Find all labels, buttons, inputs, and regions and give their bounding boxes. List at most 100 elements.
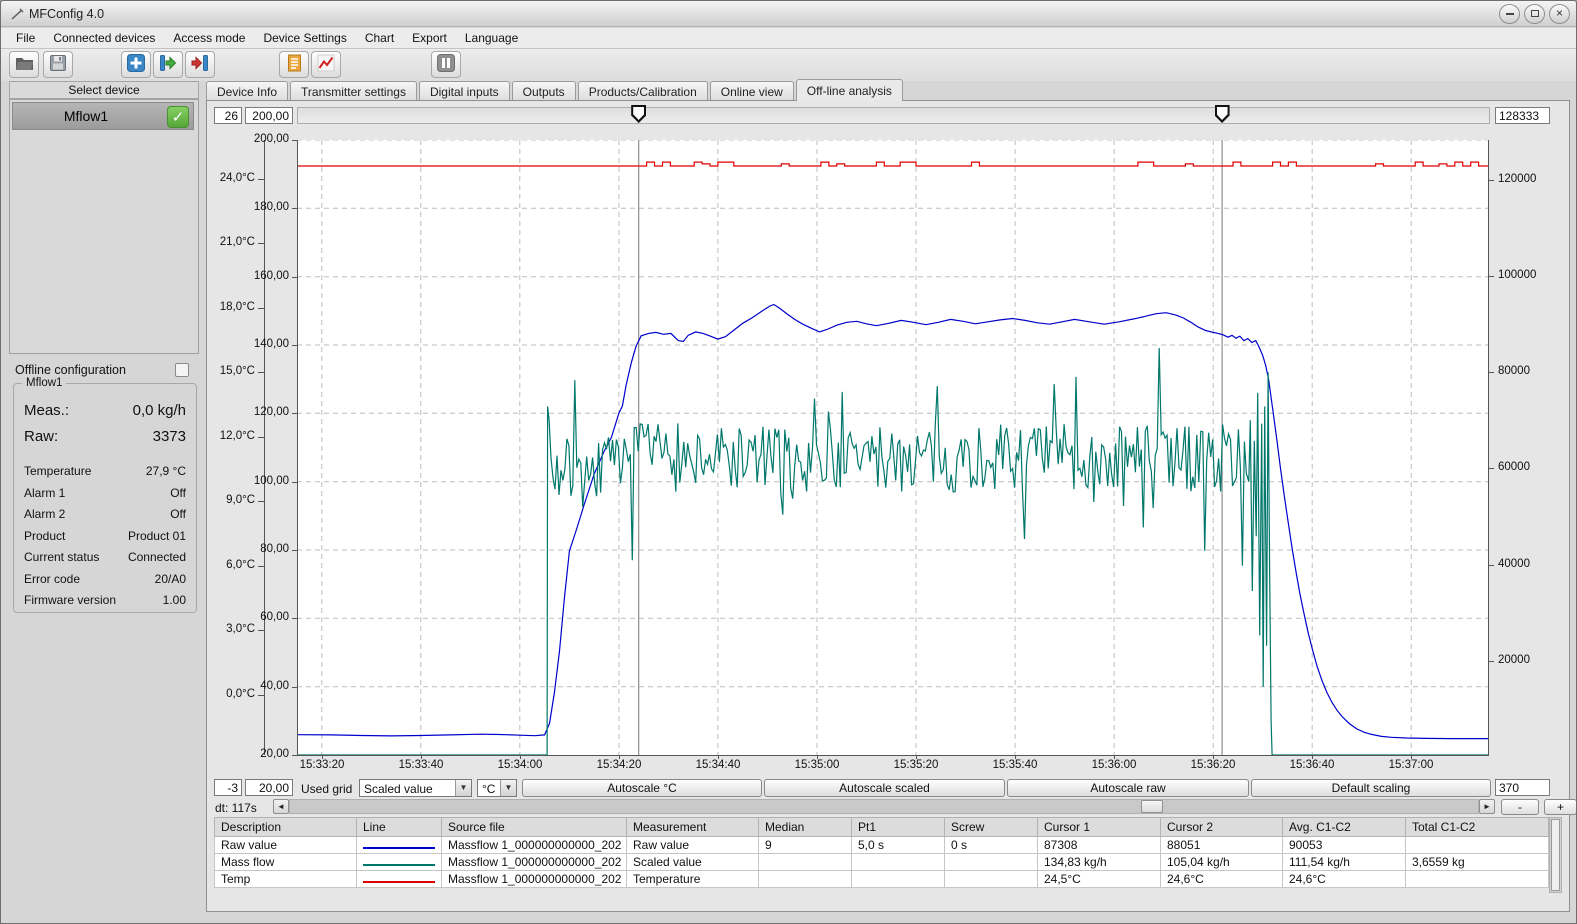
- unit-select[interactable]: °C ▼: [477, 779, 517, 797]
- axis-tick: [258, 179, 264, 180]
- device-name: Mflow1: [13, 108, 159, 124]
- raw-tick-label: 40000: [1498, 558, 1550, 570]
- import-device-icon: [191, 54, 209, 75]
- export-device-button[interactable]: [153, 51, 183, 78]
- chevron-down-icon[interactable]: ▼: [455, 780, 471, 796]
- autoscale-raw-button[interactable]: Autoscale raw: [1007, 779, 1249, 797]
- cursor-slider-track[interactable]: [297, 107, 1490, 124]
- temp-tick-label: 12,0°C: [211, 430, 255, 442]
- time-tick-label: 15:36:20: [1183, 759, 1243, 771]
- temp-tick-label: 3,0°C: [211, 623, 255, 635]
- line-chart-icon: [317, 54, 335, 75]
- tab-products-calibration[interactable]: Products/Calibration: [578, 81, 708, 101]
- default-scaling-button[interactable]: Default scaling: [1251, 779, 1491, 797]
- grid-offset-field[interactable]: -3: [214, 779, 242, 796]
- column-header-median[interactable]: Median: [759, 818, 852, 837]
- menu-file[interactable]: File: [7, 29, 44, 47]
- autoscale-scaled-button[interactable]: Autoscale scaled: [764, 779, 1005, 797]
- axis-tick: [292, 413, 297, 414]
- menu-export[interactable]: Export: [403, 29, 456, 47]
- cell-pt1: [852, 871, 945, 888]
- menu-connected-devices[interactable]: Connected devices: [44, 29, 164, 47]
- minimize-button[interactable]: [1499, 4, 1520, 24]
- dt-label: dt: 117s: [215, 801, 257, 815]
- scroll-right-arrow[interactable]: ►: [1479, 799, 1495, 814]
- meas-row: Meas.: 0,0 kg/h: [24, 402, 186, 420]
- raw-tick-label: 80000: [1498, 365, 1550, 377]
- temp-tick-label: 24,0°C: [211, 172, 255, 184]
- axis-tick: [258, 308, 264, 309]
- menu-access-mode[interactable]: Access mode: [164, 29, 254, 47]
- column-header-screw[interactable]: Screw: [945, 818, 1038, 837]
- axis-tick: [258, 437, 264, 438]
- table-row-mass-flow[interactable]: Mass flowMassflow 1_000000000000_202Scal…: [215, 854, 1549, 871]
- import-device-button[interactable]: [185, 51, 215, 78]
- device-connected-check-icon: ✓: [167, 106, 189, 128]
- column-header-cursor-2[interactable]: Cursor 2: [1161, 818, 1283, 837]
- cursor1-handle-face: [633, 107, 644, 120]
- maximize-button[interactable]: [1524, 4, 1545, 24]
- column-header-line[interactable]: Line: [357, 818, 442, 837]
- cell-description: Raw value: [215, 837, 357, 854]
- scaled-max-field[interactable]: 200,00: [245, 107, 293, 124]
- cell-screw: 0 s: [945, 837, 1038, 854]
- table-row-temp[interactable]: TempMassflow 1_000000000000_202Temperatu…: [215, 871, 1549, 888]
- axis-tick: [292, 345, 297, 346]
- column-header-cursor-1[interactable]: Cursor 1: [1038, 818, 1161, 837]
- column-header-source-file[interactable]: Source file: [442, 818, 627, 837]
- autoscale-c-button[interactable]: Autoscale °C: [522, 779, 762, 797]
- save-file-button[interactable]: [43, 51, 73, 78]
- tab-digital-inputs[interactable]: Digital inputs: [419, 81, 510, 101]
- chart-plot[interactable]: [297, 140, 1488, 755]
- grid-count-field[interactable]: 26: [214, 107, 242, 124]
- axis-tick: [258, 630, 264, 631]
- line-chart-button[interactable]: [311, 51, 341, 78]
- open-file-button[interactable]: [9, 51, 39, 78]
- info-label: Alarm 2: [24, 507, 65, 521]
- export-device-icon: [159, 54, 177, 75]
- scroll-left-arrow[interactable]: ◄: [273, 799, 289, 814]
- device-list[interactable]: Mflow1 ✓: [9, 99, 199, 354]
- raw-max-field[interactable]: 128333: [1495, 107, 1550, 124]
- info-row-firmware-version: Firmware version1.00: [24, 593, 186, 611]
- column-header-description[interactable]: Description: [215, 818, 357, 837]
- cell-description: Mass flow: [215, 854, 357, 871]
- axis-tick: [292, 618, 297, 619]
- menu-language[interactable]: Language: [456, 29, 527, 47]
- tab-transmitter-settings[interactable]: Transmitter settings: [290, 81, 417, 101]
- chart-hscrollbar[interactable]: [289, 799, 1479, 814]
- zoom-out-button[interactable]: -: [1501, 799, 1539, 815]
- grid-source-select[interactable]: Scaled value ▼: [359, 779, 472, 797]
- scaled-min-field[interactable]: 20,00: [245, 779, 293, 796]
- table-vscrollbar-thumb[interactable]: [1551, 819, 1560, 891]
- scaled-tick-label: 200,00: [243, 133, 289, 145]
- cell-avg: 111,54 kg/h: [1283, 854, 1406, 871]
- zoom-in-button[interactable]: +: [1544, 799, 1577, 815]
- column-header-avg-c1-c2[interactable]: Avg. C1-C2: [1283, 818, 1406, 837]
- log-document-button[interactable]: [279, 51, 309, 78]
- maximize-icon: [1531, 10, 1539, 17]
- add-device-button[interactable]: [121, 51, 151, 78]
- table-vscrollbar[interactable]: [1549, 817, 1562, 893]
- cell-cursor1: 24,5°C: [1038, 871, 1161, 888]
- info-row-current-status: Current statusConnected: [24, 550, 186, 568]
- column-header-total-c1-c2[interactable]: Total C1-C2: [1406, 818, 1549, 837]
- tab-online-view[interactable]: Online view: [710, 81, 794, 101]
- menu-device-settings[interactable]: Device Settings: [254, 29, 355, 47]
- chart-hscrollbar-thumb[interactable]: [1141, 800, 1163, 813]
- close-button[interactable]: ×: [1549, 4, 1570, 24]
- time-tick-label: 15:35:00: [787, 759, 847, 771]
- offline-configuration-checkbox[interactable]: [175, 363, 189, 377]
- device-item-mflow1[interactable]: Mflow1 ✓: [12, 102, 194, 130]
- tab-strip: Device InfoTransmitter settingsDigital i…: [206, 80, 905, 101]
- tab-off-line-analysis[interactable]: Off-line analysis: [796, 79, 903, 101]
- raw-min-field[interactable]: 370: [1495, 779, 1550, 796]
- column-header-pt1[interactable]: Pt1: [852, 818, 945, 837]
- menu-chart[interactable]: Chart: [356, 29, 403, 47]
- column-header-measurement[interactable]: Measurement: [627, 818, 759, 837]
- tab-outputs[interactable]: Outputs: [512, 81, 576, 101]
- table-row-raw-value[interactable]: Raw valueMassflow 1_000000000000_202Raw …: [215, 837, 1549, 854]
- pause-button[interactable]: [431, 51, 461, 78]
- tab-device-info[interactable]: Device Info: [206, 81, 288, 101]
- chevron-down-icon[interactable]: ▼: [500, 780, 516, 796]
